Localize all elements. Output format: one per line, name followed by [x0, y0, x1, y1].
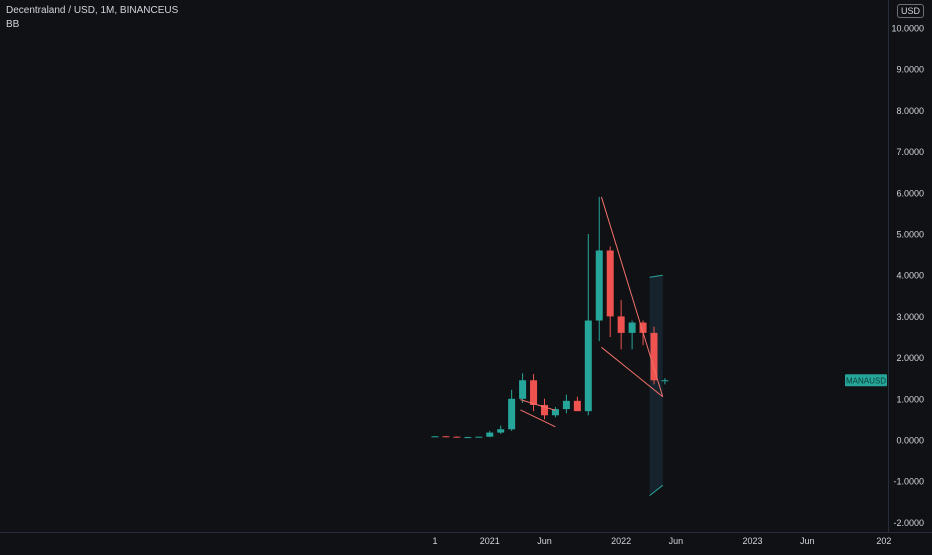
y-tick-label: 7.0000 [896, 147, 924, 157]
x-tick-label: Jun [537, 536, 552, 546]
candle-body [617, 316, 625, 333]
x-tick-label: 2021 [480, 536, 500, 546]
candle-body [650, 332, 658, 381]
candle-body [639, 322, 647, 333]
y-tick-label: 2.0000 [896, 353, 924, 363]
candle-body [464, 437, 472, 439]
candle-body [628, 322, 636, 333]
y-tick-label: 4.0000 [896, 271, 924, 281]
pattern-trend-line [600, 196, 664, 397]
candle-body [541, 404, 548, 416]
candle-body [486, 432, 494, 437]
bollinger-lower-line [649, 484, 664, 497]
candle-body [475, 436, 483, 438]
y-tick-label: 8.0000 [896, 106, 924, 116]
symbol-title: Decentraland / USD, 1M, BINANCEUS [6, 5, 179, 16]
pattern-trend-line [520, 399, 556, 411]
x-tick-label: 2023 [743, 536, 763, 546]
y-tick-label: 1.0000 [896, 394, 924, 404]
currency-button[interactable]: USD [896, 4, 924, 18]
y-tick-label: -1.0000 [893, 477, 924, 487]
candle-body [584, 320, 592, 412]
candle-body [431, 436, 439, 438]
x-tick-label: 1 [432, 536, 437, 546]
y-tick-label: 10.0000 [891, 24, 924, 34]
candle-body [606, 250, 614, 317]
pattern-trend-line [520, 409, 556, 428]
last-price-tag-label: MANAUSD [846, 376, 886, 385]
y-tick-label: 5.0000 [896, 230, 924, 240]
candle-body [562, 400, 570, 410]
candle-body [661, 380, 669, 382]
candle-body [453, 436, 461, 438]
x-tick-label: Jun [800, 536, 815, 546]
bollinger-band-area [649, 275, 663, 496]
candle-body [551, 409, 559, 416]
indicator-label[interactable]: BB [6, 19, 20, 30]
candle-body [595, 250, 603, 321]
chart-header: Decentraland / USD, 1M, BINANCEUS BB [6, 4, 178, 32]
x-tick-label: Jun [669, 536, 684, 546]
pattern-trend-line [601, 346, 664, 398]
y-tick-label: 9.0000 [896, 65, 924, 75]
y-tick-label: 6.0000 [896, 188, 924, 198]
y-tick-label: 0.0000 [896, 436, 924, 446]
y-tick-label: -2.0000 [893, 518, 924, 528]
bollinger-upper-line [649, 274, 663, 278]
candle-body [442, 436, 450, 438]
candle-body [519, 380, 527, 399]
candle-body [530, 380, 538, 405]
x-tick-label: 202 [876, 536, 891, 546]
candle-body [573, 400, 581, 412]
last-price-tag [845, 374, 887, 387]
candle-body [497, 429, 505, 433]
candle-body [508, 398, 516, 430]
y-tick-label: 3.0000 [896, 312, 924, 322]
x-tick-label: 2022 [611, 536, 631, 546]
